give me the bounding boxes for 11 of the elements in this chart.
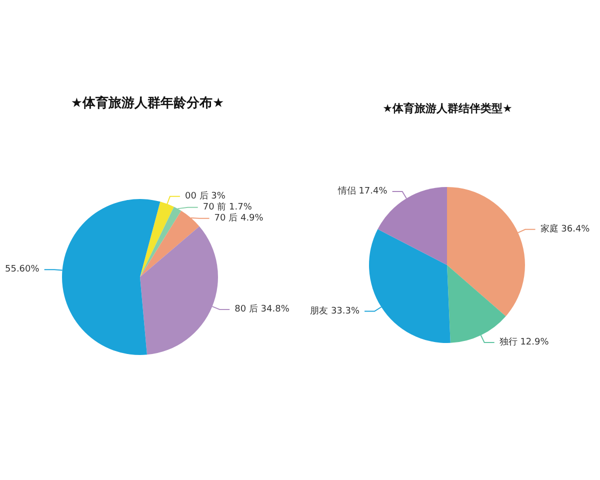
slice-label: 00 后 3% [184,190,226,202]
slice-label: 80 后 34.8% [234,303,290,314]
slice-label: 情侣 17.4% [336,186,388,197]
slice-label: 家庭 36.4% [540,223,590,234]
chart-title: ★体育旅游人群结伴类型★ [382,102,512,115]
slice-label: 70 后 4.9% [214,212,264,224]
data-label: 55.60% [4,264,40,275]
slice-label: 朋友 33.3% [310,305,360,316]
slice-label: 70 前 1.7% [202,201,252,212]
slice-label: 独行 12.9% [499,336,550,348]
chart-title: ★体育旅游人群年龄分布★ [70,95,224,111]
